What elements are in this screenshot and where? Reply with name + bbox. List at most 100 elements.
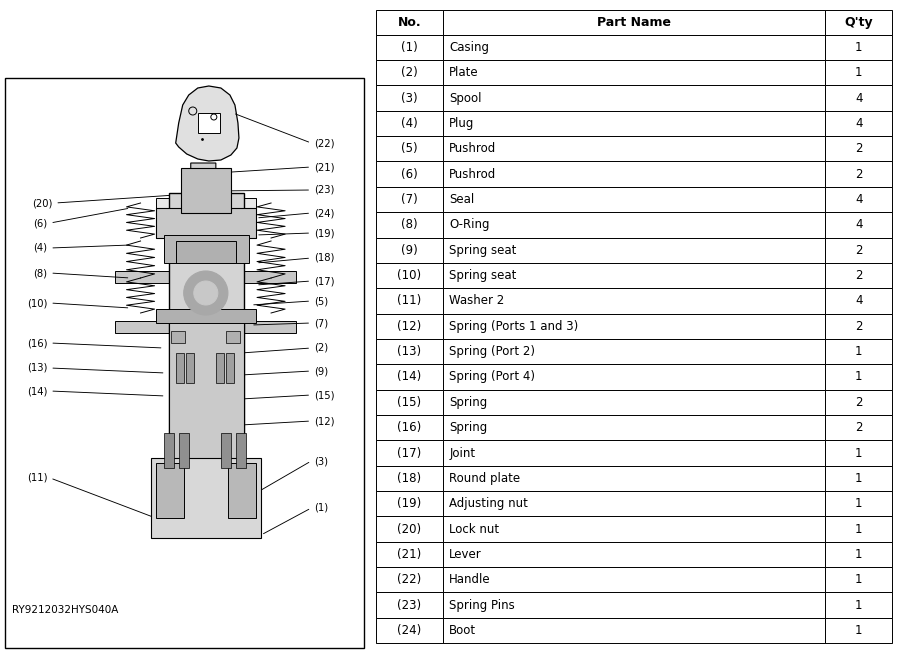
Bar [825,542,892,567]
Text: 1: 1 [855,66,863,79]
Bar [376,313,443,339]
Circle shape [194,281,217,305]
Bar [170,331,185,343]
Bar [443,567,825,592]
Bar [443,161,825,187]
Text: (18): (18) [398,472,421,485]
Text: 1: 1 [855,41,863,54]
Text: RY9212032HYS040A: RY9212032HYS040A [12,605,119,615]
Text: (21): (21) [314,162,334,172]
Text: (3): (3) [401,91,418,104]
Text: 4: 4 [855,295,863,308]
Text: 1: 1 [855,522,863,535]
Text: (23): (23) [398,599,421,612]
Text: (1): (1) [401,41,418,54]
Bar [164,235,249,263]
Bar [825,10,892,35]
Text: 4: 4 [855,218,863,231]
Text: 4: 4 [855,193,863,206]
Bar [825,466,892,491]
Bar [376,592,443,618]
Bar [376,111,443,136]
Text: (23): (23) [314,185,334,195]
Bar [376,466,443,491]
Bar [216,353,224,383]
Bar [150,458,261,538]
Bar [443,618,825,643]
Bar [376,491,443,517]
Text: 1: 1 [855,548,863,561]
Text: (12): (12) [398,320,421,333]
Bar [825,618,892,643]
Bar [176,241,236,263]
Text: 1: 1 [855,498,863,510]
Bar [825,187,892,212]
Bar [376,263,443,288]
Text: Washer 2: Washer 2 [449,295,505,308]
Text: (7): (7) [401,193,418,206]
Bar [443,440,825,466]
Text: (14): (14) [27,386,47,396]
Text: (16): (16) [398,421,421,434]
Bar [5,78,364,648]
Bar [825,440,892,466]
Text: (12): (12) [314,416,334,426]
Bar [825,592,892,618]
Bar [376,10,443,35]
Text: Plug: Plug [449,117,475,130]
Text: Spool: Spool [449,91,482,104]
Text: (10): (10) [27,298,47,308]
Text: (16): (16) [26,338,47,348]
Bar [825,35,892,60]
Text: (8): (8) [34,268,47,278]
Bar [443,288,825,313]
Bar [226,353,234,383]
Bar [241,321,296,333]
Text: (15): (15) [398,396,421,409]
Bar [443,238,825,263]
Bar [376,339,443,364]
Bar [825,86,892,111]
Text: (4): (4) [34,243,47,253]
Bar [164,433,174,468]
Text: Boot: Boot [449,624,477,637]
Bar [176,353,184,383]
Bar [198,113,220,133]
Bar [825,136,892,161]
Text: (1): (1) [314,503,328,513]
Bar [825,238,892,263]
Bar [825,415,892,440]
Bar [169,318,244,468]
Bar [825,491,892,517]
Text: 4: 4 [855,91,863,104]
Text: Casing: Casing [449,41,489,54]
Text: (11): (11) [26,473,47,483]
Bar [115,271,170,283]
Text: (17): (17) [314,276,334,286]
Bar [376,364,443,390]
Bar [376,517,443,542]
Text: 2: 2 [855,244,863,257]
Bar [825,263,892,288]
Bar [376,415,443,440]
Bar [443,466,825,491]
Bar [825,517,892,542]
Bar [825,60,892,86]
Text: 2: 2 [855,168,863,181]
Text: 4: 4 [855,117,863,130]
Text: (21): (21) [398,548,421,561]
Bar [443,136,825,161]
Text: Spring: Spring [449,396,487,409]
Text: (13): (13) [27,363,47,373]
Bar [443,313,825,339]
Text: Pushrod: Pushrod [449,168,496,181]
Text: Pushrod: Pushrod [449,142,496,155]
Text: Lever: Lever [449,548,482,561]
Bar [180,168,231,213]
Text: (14): (14) [398,370,421,383]
Bar [443,542,825,567]
Text: No.: No. [398,16,421,29]
Bar [443,10,825,35]
Bar [443,86,825,111]
Text: (9): (9) [401,244,418,257]
